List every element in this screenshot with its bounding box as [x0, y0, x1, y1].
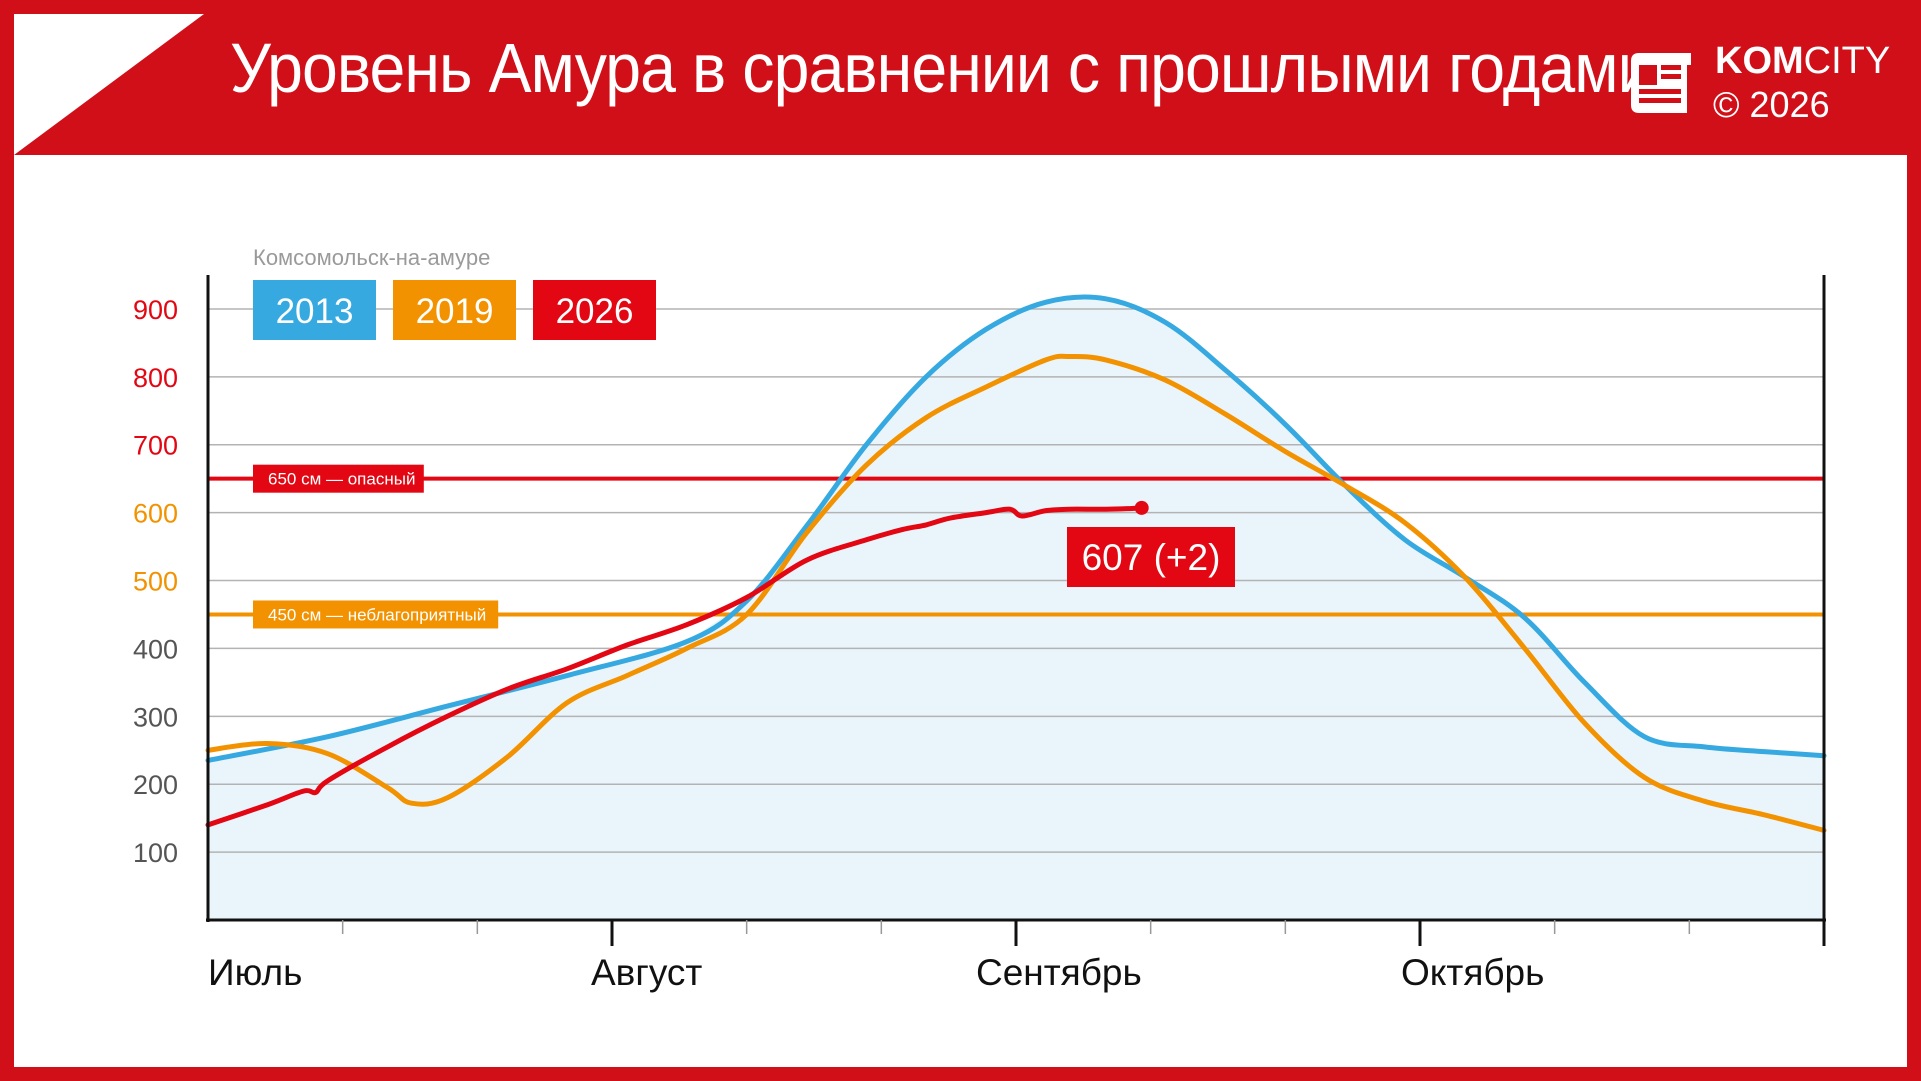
y-tick-500: 500 [133, 567, 178, 597]
month-label-2: Август [591, 952, 702, 993]
axes [206, 275, 1826, 946]
threshold-label-650: 650 см — опасный [268, 470, 415, 489]
threshold-lines: 650 см — опасный 450 см — неблагоприятный [208, 464, 1824, 629]
legend-label-2019: 2019 [416, 292, 494, 331]
line-2013 [205, 294, 1827, 763]
legend-swatch-2026 [533, 280, 656, 340]
y-axis-labels: 100 200 300 400 500 600 700 800 900 [133, 295, 178, 868]
legend-swatch-2019 [393, 280, 516, 340]
month-label-3: Сентябрь [976, 952, 1142, 993]
month-label-4: Октябрь [1401, 952, 1544, 993]
y-tick-700: 700 [133, 431, 178, 461]
y-tick-400: 400 [133, 634, 178, 664]
newspaper-icon [1631, 53, 1691, 113]
threshold-badge-450 [253, 600, 499, 629]
gridlines [208, 308, 1824, 853]
brand-name: KOMCITY [1715, 40, 1890, 83]
brand-bold: KOM [1715, 40, 1804, 82]
latest-value-callout: 607 (+2) [1067, 500, 1235, 587]
legend: 2013 2019 2026 [253, 280, 656, 340]
y-tick-200: 200 [133, 770, 178, 800]
y-tick-800: 800 [133, 363, 178, 393]
y-tick-100: 100 [133, 838, 178, 868]
line-2026 [205, 505, 1145, 828]
header-banner [0, 0, 1921, 155]
y-tick-300: 300 [133, 702, 178, 732]
brand-rest: CITY [1803, 40, 1891, 82]
line-2019 [205, 353, 1827, 833]
legend-swatch-2013 [253, 280, 376, 340]
page-title: Уровень Амура в сравнении с прошлыми год… [230, 29, 1654, 107]
callout-dot [1134, 500, 1149, 515]
threshold-badge-650 [253, 464, 424, 493]
legend-label-2026: 2026 [556, 292, 634, 331]
y-tick-900: 900 [133, 295, 178, 325]
callout-box [1067, 527, 1235, 587]
month-label-1: Июль [208, 952, 302, 993]
month-labels: Июль Август Сентябрь Октябрь [208, 952, 1544, 993]
callout-label: 607 (+2) [1082, 537, 1221, 578]
chart-subtitle: Комсомольск-на-амуре [253, 245, 490, 270]
legend-label-2013: 2013 [276, 292, 354, 331]
threshold-label-450: 450 см — неблагоприятный [268, 605, 486, 624]
copyright: © 2026 [1713, 84, 1830, 125]
banner-notch [14, 14, 204, 155]
series-lines [205, 294, 1827, 833]
area-fill-2013 [208, 298, 1824, 920]
y-tick-600: 600 [133, 499, 178, 529]
